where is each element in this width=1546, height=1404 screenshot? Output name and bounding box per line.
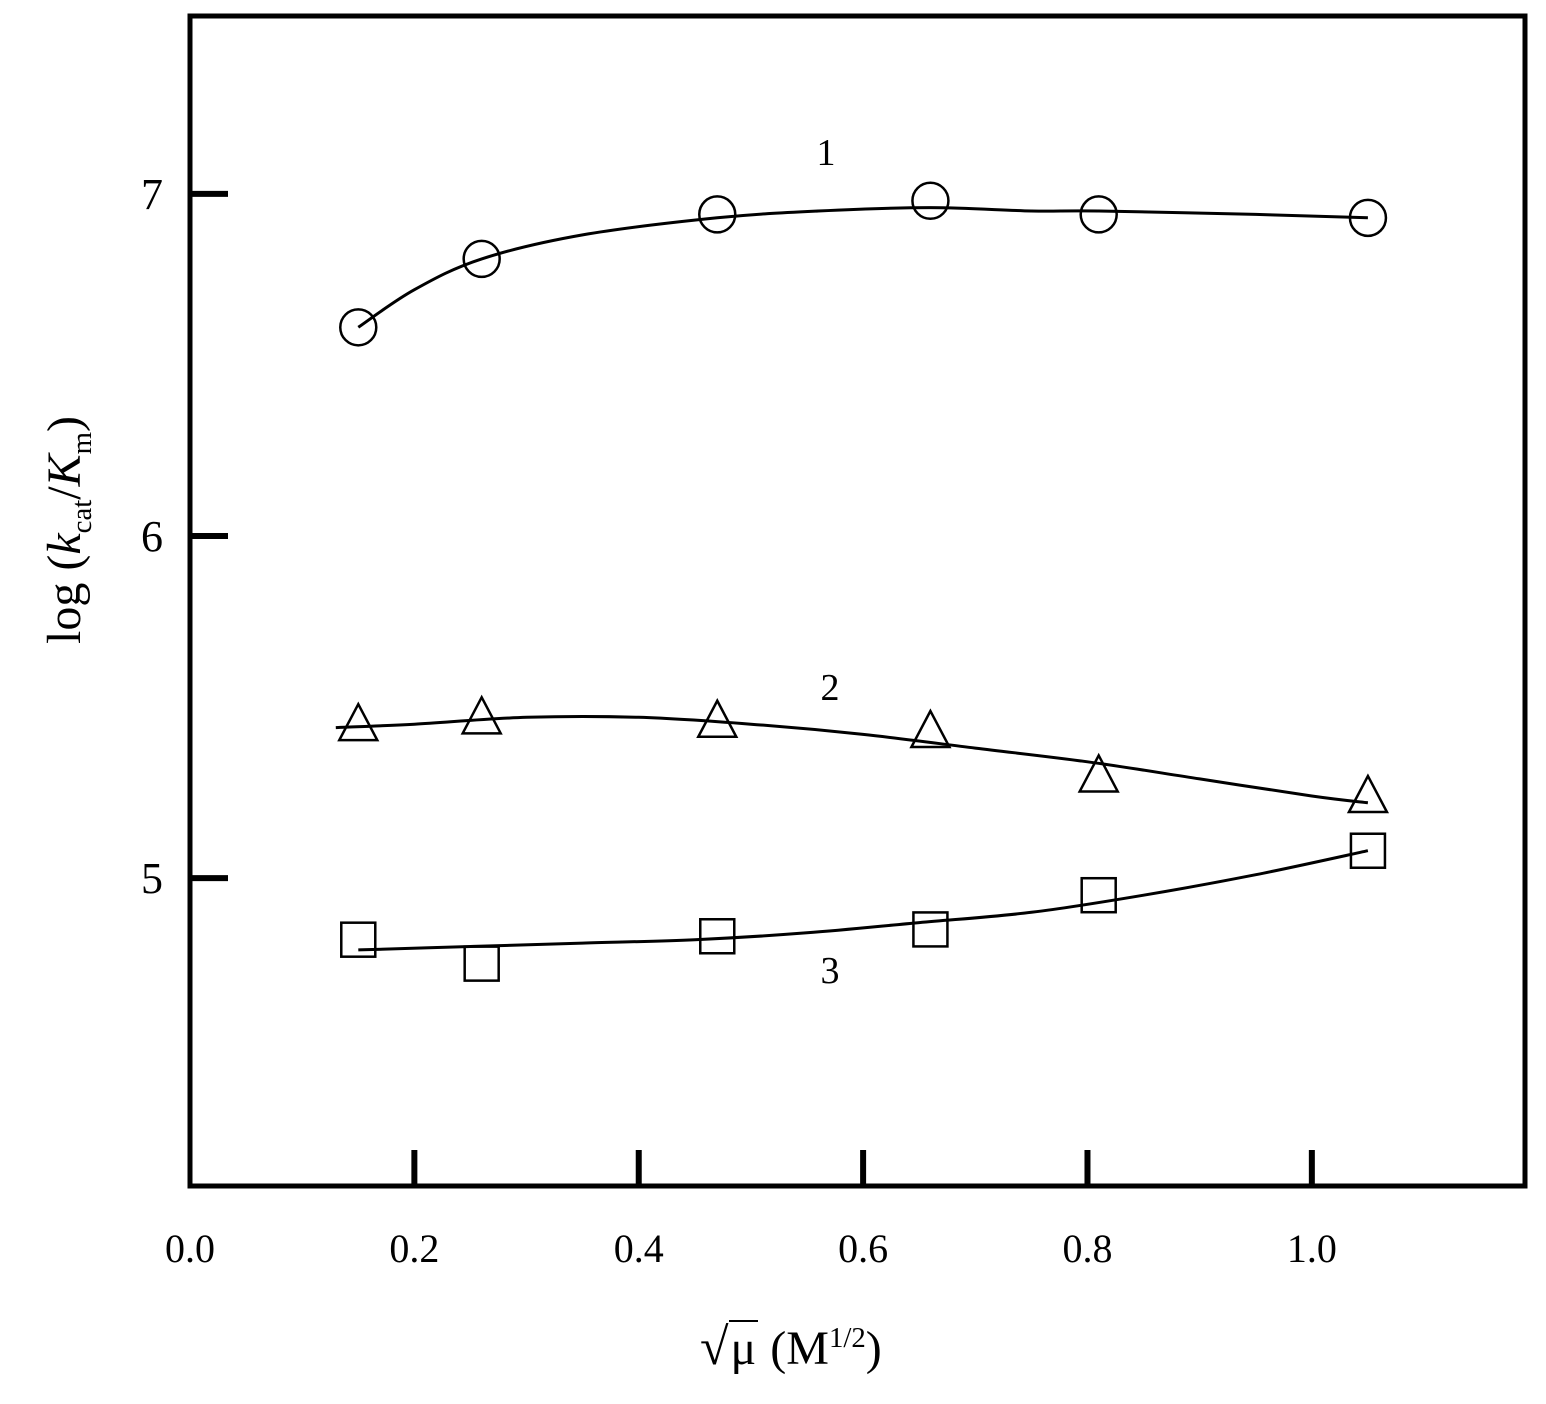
y-title-k-sub: cat — [65, 499, 98, 534]
x-tick-label-0.0: 0.0 — [165, 1226, 215, 1271]
series-1-point-2 — [462, 239, 501, 279]
y-title-prefix: log ( — [38, 554, 92, 644]
plot-frame — [187, 13, 1528, 1189]
series-label-2: 2 — [821, 667, 840, 709]
series-3-fit-line — [358, 849, 1369, 952]
y-title-K: K — [38, 454, 92, 487]
y-title-suffix: ) — [38, 416, 92, 432]
series-2-point-6 — [1346, 773, 1390, 814]
y-tick-label-5: 5 — [141, 854, 163, 903]
series-2-fit-line — [335, 714, 1369, 805]
series-label-1: 1 — [817, 132, 836, 174]
data-markers — [337, 181, 1390, 982]
axis-ticks — [190, 190, 1315, 1186]
series-1-point-1 — [339, 308, 378, 347]
x-tick-label-0.6: 0.6 — [838, 1226, 888, 1271]
x-tick-label-1.0: 1.0 — [1287, 1226, 1337, 1271]
series-3-point-3 — [699, 918, 736, 955]
series-2-point-1 — [337, 701, 380, 742]
series-2-point-4 — [909, 708, 952, 749]
x-tick-label-0.8: 0.8 — [1062, 1226, 1112, 1271]
fit-curves — [335, 206, 1369, 952]
y-tick-label-7: 7 — [141, 170, 163, 219]
x-title-mu: μ — [728, 1320, 759, 1375]
series-1-point-6 — [1348, 198, 1388, 238]
series-1-point-3 — [698, 195, 737, 234]
x-title-unit-prefix: (M — [758, 1322, 829, 1375]
x-title-unit-sup: 1/2 — [828, 1322, 866, 1354]
series-3-point-5 — [1080, 876, 1117, 914]
radical-sign: √ — [700, 1319, 729, 1376]
series-3-point-1 — [340, 921, 377, 958]
series-3-point-2 — [463, 945, 500, 982]
y-title-K-sub: m — [65, 432, 98, 455]
series-label-3: 3 — [821, 950, 840, 992]
series-1-point-5 — [1079, 195, 1118, 234]
series-3-point-6 — [1349, 832, 1387, 869]
x-tick-label-0.4: 0.4 — [614, 1226, 664, 1271]
series-2-point-2 — [460, 694, 503, 735]
y-title-slash: / — [38, 486, 92, 500]
y-title-k: k — [38, 533, 92, 555]
series-2-point-3 — [696, 698, 739, 738]
x-axis-title: √μ (M1/2) — [700, 1318, 1000, 1377]
series-1-fit-line — [357, 206, 1368, 329]
tick-labels: 0.0 0.2 0.4 0.6 0.8 1.0 5 6 7 — [141, 170, 1337, 1271]
sqrt-symbol: √μ — [700, 1318, 759, 1377]
series-2-point-5 — [1077, 752, 1120, 793]
y-tick-label-6: 6 — [141, 512, 163, 561]
y-axis-title: log (kcat/Km) — [18, 240, 118, 820]
series-labels: 1 2 3 — [817, 132, 840, 992]
x-tick-label-0.2: 0.2 — [389, 1226, 439, 1271]
series-1-point-4 — [911, 181, 950, 220]
series-3-point-4 — [912, 911, 949, 948]
x-title-unit-suffix: ) — [865, 1322, 882, 1375]
